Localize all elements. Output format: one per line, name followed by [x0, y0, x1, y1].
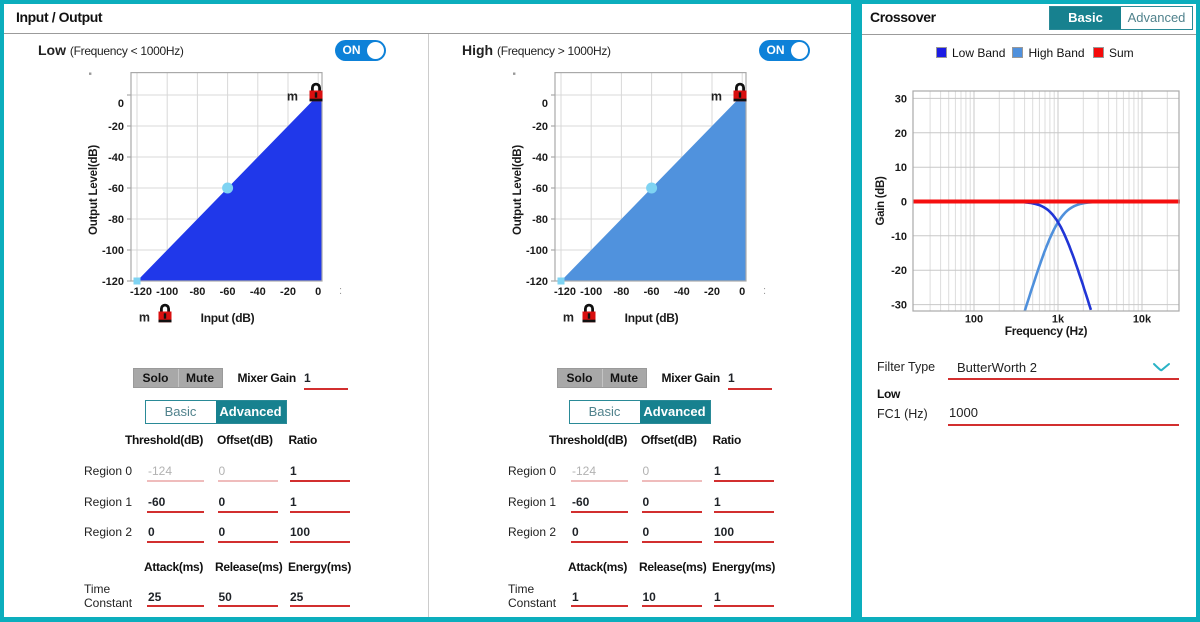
svg-text:Frequency (Hz): Frequency (Hz): [1005, 324, 1088, 338]
svg-text:0: 0: [542, 98, 548, 110]
svg-text:-100: -100: [580, 286, 602, 298]
svg-text:-120: -120: [102, 276, 124, 288]
svg-text:Input (dB): Input (dB): [625, 311, 679, 325]
svg-text:-80: -80: [108, 214, 124, 226]
svg-text:Output Level(dB): Output Level(dB): [512, 145, 524, 235]
svg-text:0: 0: [315, 286, 321, 298]
svg-text:-10: -10: [891, 231, 907, 243]
svg-text:Gain (dB): Gain (dB): [875, 176, 887, 226]
svg-text:-40: -40: [674, 286, 690, 298]
svg-text:20: 20: [895, 128, 907, 140]
svg-text:-40: -40: [532, 152, 548, 164]
svg-text:m: m: [563, 311, 574, 325]
svg-text:-30: -30: [891, 300, 907, 312]
svg-text:-80: -80: [613, 286, 629, 298]
svg-text:-60: -60: [532, 183, 548, 195]
svg-text::: :: [339, 285, 342, 297]
svg-text:0: 0: [901, 197, 907, 209]
svg-text:10k: 10k: [1133, 314, 1152, 326]
svg-text:0: 0: [118, 98, 124, 110]
svg-text:-20: -20: [532, 121, 548, 133]
svg-text:0: 0: [739, 286, 745, 298]
svg-text:-40: -40: [108, 152, 124, 164]
svg-text:-40: -40: [250, 286, 266, 298]
svg-text:-60: -60: [220, 286, 236, 298]
svg-text:-100: -100: [526, 245, 548, 257]
svg-text:Input (dB): Input (dB): [201, 311, 255, 325]
svg-text:1k: 1k: [1052, 314, 1065, 326]
svg-text:-20: -20: [891, 265, 907, 277]
svg-text:-80: -80: [189, 286, 205, 298]
svg-text:-120: -120: [554, 286, 576, 298]
svg-text:m: m: [139, 311, 150, 325]
svg-text:30: 30: [895, 93, 907, 105]
svg-text::: :: [763, 285, 766, 297]
svg-text:-120: -120: [130, 286, 152, 298]
svg-text:-60: -60: [644, 286, 660, 298]
svg-text:100: 100: [965, 314, 983, 326]
svg-text:-60: -60: [108, 183, 124, 195]
svg-text:m: m: [711, 90, 722, 104]
svg-text:-20: -20: [108, 121, 124, 133]
svg-text:-20: -20: [280, 286, 296, 298]
svg-text:-20: -20: [704, 286, 720, 298]
svg-text:Output Level(dB): Output Level(dB): [88, 145, 100, 235]
svg-text:-120: -120: [526, 276, 548, 288]
svg-text:-80: -80: [532, 214, 548, 226]
svg-text:10: 10: [895, 162, 907, 174]
svg-text:-100: -100: [156, 286, 178, 298]
svg-text:m: m: [287, 90, 298, 104]
svg-text:-100: -100: [102, 245, 124, 257]
